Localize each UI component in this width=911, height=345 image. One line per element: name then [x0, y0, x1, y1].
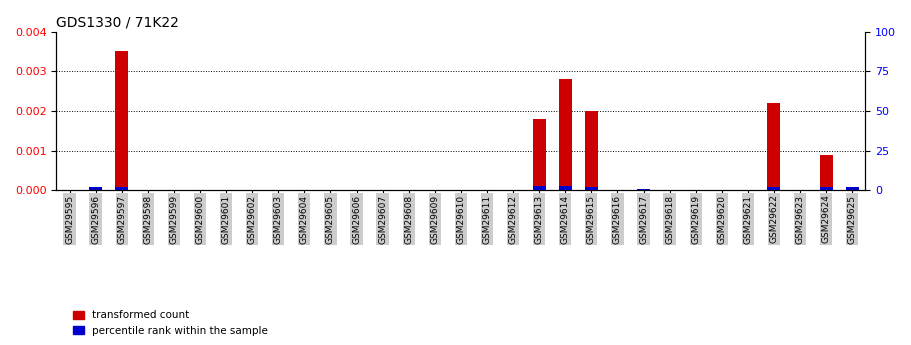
- Bar: [533, 186, 546, 190]
- Bar: [115, 187, 128, 190]
- Bar: [558, 79, 572, 190]
- Bar: [767, 187, 781, 190]
- Bar: [585, 111, 598, 190]
- Text: GDS1330 / 71K22: GDS1330 / 71K22: [56, 15, 179, 29]
- Bar: [533, 119, 546, 190]
- Bar: [845, 187, 859, 190]
- Bar: [89, 187, 102, 190]
- Bar: [820, 155, 833, 190]
- Legend: transformed count, percentile rank within the sample: transformed count, percentile rank withi…: [69, 306, 272, 340]
- Bar: [585, 187, 598, 190]
- Bar: [637, 189, 650, 190]
- Bar: [767, 103, 781, 190]
- Bar: [820, 187, 833, 190]
- Bar: [115, 51, 128, 190]
- Bar: [558, 186, 572, 190]
